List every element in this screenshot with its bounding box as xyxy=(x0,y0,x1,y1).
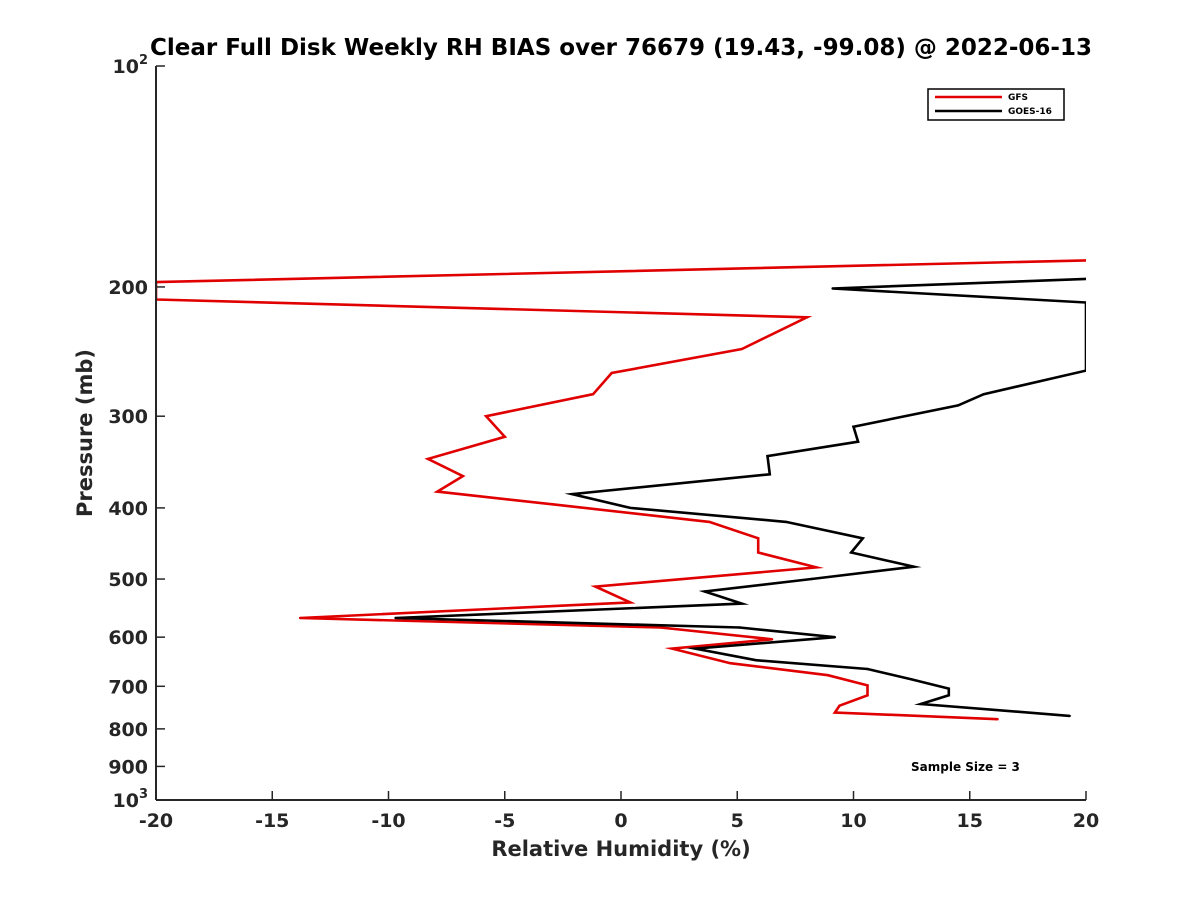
data-point-goes16 xyxy=(833,636,837,639)
data-point-gfs xyxy=(436,490,439,493)
data-point-gfs xyxy=(708,520,711,524)
data-point-gfs xyxy=(815,566,818,569)
data-point-goes16 xyxy=(831,287,834,290)
data-point-gfs xyxy=(610,371,613,375)
data-point-gfs xyxy=(757,537,760,540)
data-point-goes16 xyxy=(1084,369,1086,372)
data-point-gfs xyxy=(591,393,595,396)
y-tick-label: 400 xyxy=(108,498,148,520)
data-point-goes16 xyxy=(956,404,960,407)
data-point-goes16 xyxy=(850,551,853,554)
data-point-goes16 xyxy=(947,687,950,690)
data-point-goes16 xyxy=(912,565,916,568)
x-tick-label: 5 xyxy=(731,810,744,832)
data-point-goes16 xyxy=(394,616,397,620)
series-layer xyxy=(156,259,1086,721)
data-point-gfs xyxy=(805,316,809,319)
data-point-gfs xyxy=(629,601,632,604)
x-tick-label: -15 xyxy=(255,810,289,832)
series-line-goes16 xyxy=(395,277,1086,718)
y-tick-label: 200 xyxy=(108,277,148,299)
data-point-gfs xyxy=(833,711,837,714)
data-point-goes16 xyxy=(866,667,869,671)
x-tick-label: -5 xyxy=(494,810,515,832)
data-point-gfs xyxy=(298,616,302,620)
data-point-gfs xyxy=(757,551,760,554)
data-point-goes16 xyxy=(703,590,706,593)
data-point-gfs xyxy=(554,503,558,506)
data-point-gfs xyxy=(866,684,869,687)
data-point-goes16 xyxy=(982,393,985,396)
y-tick-label: 500 xyxy=(108,569,148,591)
data-point-gfs xyxy=(729,662,732,665)
x-tick-label: 20 xyxy=(1073,810,1099,832)
data-point-goes16 xyxy=(784,520,788,524)
plot-area xyxy=(156,66,1086,800)
data-point-goes16 xyxy=(861,537,864,540)
data-point-gfs xyxy=(740,347,744,351)
data-point-goes16 xyxy=(738,626,741,629)
x-tick-label: 0 xyxy=(614,810,627,832)
data-point-gfs xyxy=(770,638,774,641)
data-point-goes16 xyxy=(694,647,697,650)
y-tick-label: 900 xyxy=(108,756,148,778)
x-tick-label: -20 xyxy=(139,810,173,832)
data-point-gfs xyxy=(826,674,830,677)
data-point-gfs xyxy=(484,415,488,418)
data-point-goes16 xyxy=(1084,301,1086,304)
x-tick-label: -10 xyxy=(371,810,405,832)
data-point-goes16 xyxy=(571,492,574,496)
data-point-gfs xyxy=(659,626,662,629)
y-tick-label: 600 xyxy=(108,627,148,649)
legend-label-goes16: GOES-16 xyxy=(1008,107,1052,117)
chart-title: Clear Full Disk Weekly RH BIAS over 7667… xyxy=(150,35,1092,61)
data-point-goes16 xyxy=(910,678,913,681)
data-point-goes16 xyxy=(856,440,860,443)
y-tick-label: 800 xyxy=(108,719,148,741)
plot-background xyxy=(156,66,1086,800)
x-tick-label: 10 xyxy=(840,810,866,832)
data-point-goes16 xyxy=(852,425,855,428)
data-point-goes16 xyxy=(768,473,771,476)
data-point-gfs xyxy=(426,457,430,461)
y-tick-label: 102 xyxy=(113,53,149,78)
data-point-goes16 xyxy=(766,454,769,458)
data-point-goes16 xyxy=(740,602,744,605)
series-line-gfs xyxy=(156,259,1086,721)
y-tick-label: 103 xyxy=(113,787,149,812)
data-point-gfs xyxy=(866,694,869,697)
data-point-gfs xyxy=(670,647,674,650)
x-ticks: -20 -15 -10 -5 0 5 10 15 20 xyxy=(139,791,1099,832)
y-axis-label: Pressure (mb) xyxy=(73,349,97,517)
data-point-goes16 xyxy=(947,694,950,697)
data-point-goes16 xyxy=(754,659,758,662)
x-axis-label: Relative Humidity (%) xyxy=(491,837,750,861)
data-point-goes16 xyxy=(919,702,923,706)
y-ticks: 102 200 300 400 500 600 700 800 900 103 xyxy=(108,53,165,812)
data-point-gfs xyxy=(594,585,597,588)
y-tick-label: 300 xyxy=(108,406,148,428)
legend-label-gfs: GFS xyxy=(1008,93,1028,103)
data-point-goes16 xyxy=(1068,714,1071,718)
data-point-gfs xyxy=(996,718,999,721)
legend-box xyxy=(927,88,1065,121)
data-point-gfs xyxy=(1084,259,1086,262)
data-point-gfs xyxy=(461,474,465,478)
x-tick-label: 15 xyxy=(957,810,983,832)
data-point-gfs xyxy=(838,704,841,707)
legend: GFS GOES-16 xyxy=(927,88,1065,121)
data-point-goes16 xyxy=(810,577,813,581)
data-point-gfs xyxy=(503,435,506,438)
sample-size-annotation: Sample Size = 3 xyxy=(911,760,1020,774)
data-point-goes16 xyxy=(1084,277,1086,281)
y-tick-label: 700 xyxy=(108,676,148,698)
data-point-goes16 xyxy=(629,506,632,510)
